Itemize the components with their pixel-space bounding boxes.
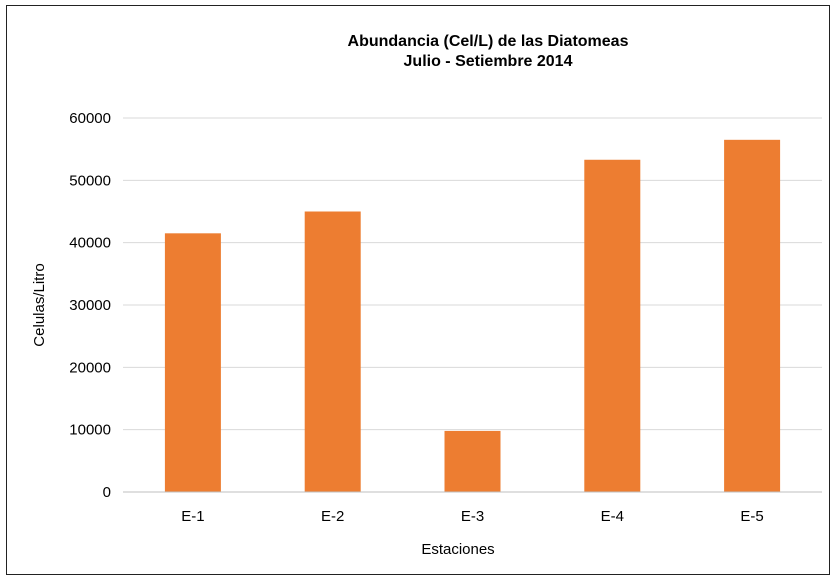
- x-tick-label: E-4: [601, 508, 624, 525]
- x-tick-label: E-2: [321, 508, 344, 525]
- x-tick-label: E-3: [461, 508, 484, 525]
- chart-frame: [6, 5, 830, 575]
- chart-title: Abundancia (Cel/L) de las Diatomeas: [348, 33, 629, 50]
- bars: [164, 139, 781, 493]
- y-tick-label: 20000: [69, 359, 111, 376]
- y-axis: 0 10000 20000 30000 40000 50000 60000: [69, 110, 111, 501]
- x-tick-label: E-5: [740, 508, 763, 525]
- bar-e-4: [584, 159, 641, 492]
- x-axis: E-1 E-2 E-3 E-4 E-5: [123, 491, 822, 525]
- chart-subtitle: Julio - Setiembre 2014: [404, 53, 573, 70]
- bar-e-3: [444, 430, 501, 492]
- y-axis-label: Celulas/Litro: [31, 263, 48, 346]
- y-tick-label: 40000: [69, 235, 111, 252]
- x-axis-label: Estaciones: [421, 541, 494, 558]
- y-tick-label: 10000: [69, 422, 111, 439]
- y-tick-label: 50000: [69, 172, 111, 189]
- gridlines: [123, 117, 822, 431]
- chart-title-group: Abundancia (Cel/L) de las Diatomeas Juli…: [348, 33, 629, 70]
- bar-e-1: [164, 233, 221, 493]
- bar-e-2: [304, 211, 361, 492]
- x-tick-label: E-1: [181, 508, 204, 525]
- y-tick-label: 0: [103, 484, 111, 501]
- y-tick-label: 30000: [69, 297, 111, 314]
- bar-e-5: [724, 139, 781, 493]
- y-tick-label: 60000: [69, 110, 111, 127]
